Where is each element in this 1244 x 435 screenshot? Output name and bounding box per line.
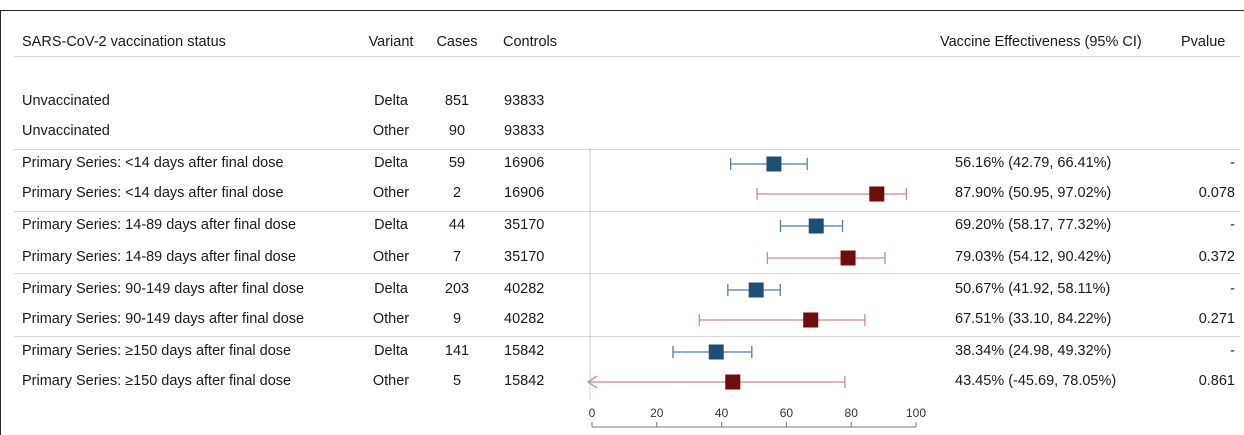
header-variant: Variant <box>368 34 414 50</box>
row-ve: 87.90% (50.95, 97.02%) <box>955 185 1112 201</box>
row-pvalue: 0.271 <box>1198 311 1235 327</box>
group-separator <box>14 149 1240 150</box>
row-variant: Delta <box>374 343 408 359</box>
row-pvalue: - <box>1230 155 1235 171</box>
row-status: Primary Series: 90-149 days after final … <box>22 311 305 327</box>
row-variant: Other <box>372 123 410 139</box>
row-ve: 67.51% (33.10, 84.22%) <box>955 311 1112 327</box>
row-status: Unvaccinated <box>22 93 110 109</box>
row-variant: Other <box>372 185 410 201</box>
row-cases: 59 <box>448 155 466 171</box>
header-cases: Cases <box>436 34 478 50</box>
row-pvalue: 0.078 <box>1198 185 1235 201</box>
row-controls: 16906 <box>504 185 545 201</box>
row-cases: 7 <box>452 249 462 265</box>
row-controls: 15842 <box>504 373 545 389</box>
row-status: Primary Series: <14 days after final dos… <box>22 185 284 201</box>
row-ve: 43.45% (-45.69, 78.05%) <box>955 373 1117 389</box>
point-estimate-marker <box>803 312 819 328</box>
row-cases: 851 <box>444 93 470 109</box>
group-separator <box>14 273 1240 274</box>
header-status: SARS-CoV-2 vaccination status <box>22 34 226 50</box>
row-pvalue: - <box>1230 281 1235 297</box>
row-pvalue: 0.372 <box>1198 249 1235 265</box>
row-cases: 44 <box>448 217 466 233</box>
row-variant: Delta <box>374 217 408 233</box>
row-ve: 69.20% (58.17, 77.32%) <box>955 217 1112 233</box>
row-status: Primary Series: 90-149 days after final … <box>22 281 305 297</box>
row-variant: Delta <box>374 93 408 109</box>
row-controls: 40282 <box>504 281 545 297</box>
row-ve: 50.67% (41.92, 58.11%) <box>955 281 1111 297</box>
row-pvalue: - <box>1230 217 1235 233</box>
point-estimate-marker <box>708 344 724 360</box>
row-variant: Other <box>372 311 410 327</box>
x-tick-label: 80 <box>845 406 859 420</box>
row-controls: 93833 <box>504 93 545 109</box>
row-cases: 141 <box>444 343 470 359</box>
row-controls: 35170 <box>504 249 545 265</box>
point-estimate-marker <box>725 374 741 390</box>
x-tick-label: 0 <box>589 406 596 420</box>
row-cases: 203 <box>444 281 470 297</box>
point-estimate-marker <box>766 156 782 172</box>
figure-frame <box>0 10 1244 435</box>
row-variant: Delta <box>374 281 408 297</box>
point-estimate-marker <box>748 282 764 298</box>
x-tick-label: 20 <box>650 406 664 420</box>
row-cases: 9 <box>452 311 462 327</box>
header-controls: Controls <box>503 34 557 50</box>
row-status: Unvaccinated <box>22 123 110 139</box>
row-status: Primary Series: ≥150 days after final do… <box>22 373 292 389</box>
row-cases: 90 <box>448 123 466 139</box>
row-controls: 15842 <box>504 343 545 359</box>
row-status: Primary Series: 14-89 days after final d… <box>22 217 297 233</box>
ci-lower-arrow <box>586 375 598 389</box>
row-status: Primary Series: ≥150 days after final do… <box>22 343 292 359</box>
point-estimate-marker <box>869 186 885 202</box>
row-controls: 93833 <box>504 123 545 139</box>
header-pvalue: Pvalue <box>1181 34 1226 50</box>
x-tick-label: 60 <box>780 406 794 420</box>
row-ve: 79.03% (54.12, 90.42%) <box>955 249 1112 265</box>
group-separator <box>14 336 1240 337</box>
x-tick-label: 100 <box>906 406 926 420</box>
row-pvalue: - <box>1230 343 1235 359</box>
row-ve: 38.34% (24.98, 49.32%) <box>955 343 1112 359</box>
row-controls: 16906 <box>504 155 545 171</box>
row-cases: 5 <box>452 373 462 389</box>
point-estimate-marker <box>808 218 824 234</box>
row-pvalue: 0.861 <box>1198 373 1235 389</box>
point-estimate-marker <box>840 250 856 266</box>
row-cases: 2 <box>452 185 462 201</box>
header-separator <box>14 56 1240 57</box>
row-status: Primary Series: 14-89 days after final d… <box>22 249 297 265</box>
header-ve: Vaccine Effectiveness (95% CI) <box>940 34 1142 50</box>
x-tick-label: 40 <box>715 406 729 420</box>
group-separator <box>14 211 1240 212</box>
row-controls: 35170 <box>504 217 545 233</box>
row-ve: 56.16% (42.79, 66.41%) <box>955 155 1112 171</box>
row-variant: Delta <box>374 155 408 171</box>
row-status: Primary Series: <14 days after final dos… <box>22 155 284 171</box>
row-controls: 40282 <box>504 311 545 327</box>
row-variant: Other <box>372 373 410 389</box>
row-variant: Other <box>372 249 410 265</box>
